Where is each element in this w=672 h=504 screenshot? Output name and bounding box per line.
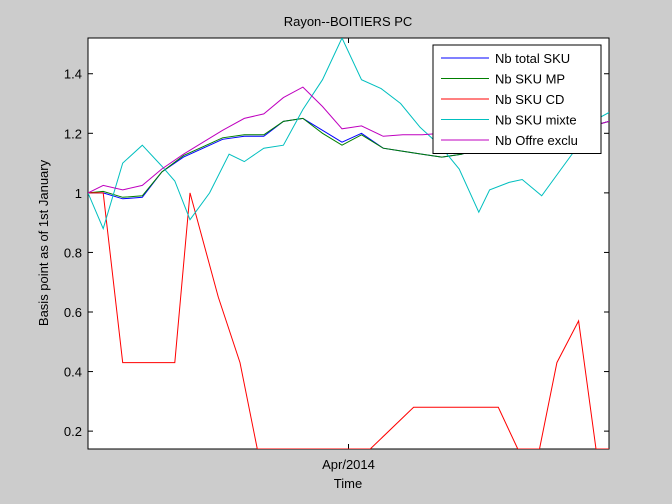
- x-axis: Apr/2014: [322, 38, 375, 472]
- legend-entry: Nb total SKU: [495, 51, 570, 66]
- series-line-nb-sku-cd: [88, 192, 609, 449]
- y-tick-label: 1.2: [64, 126, 82, 141]
- legend-entry: Nb Offre exclu: [495, 133, 578, 148]
- y-tick-label: 1: [75, 186, 82, 201]
- x-axis-label: Time: [334, 476, 362, 491]
- y-tick-label: 0.4: [64, 365, 82, 380]
- legend: Nb total SKU Nb SKU MP Nb SKU CD Nb SKU mix…: [432, 44, 602, 154]
- y-tick-label: 0.8: [64, 245, 82, 260]
- legend-entry: Nb SKU mixte: [495, 113, 577, 128]
- y-tick-label: 0.2: [64, 424, 82, 439]
- x-tick-label: Apr/2014: [322, 457, 375, 472]
- series-line-nb-sku-mixte: [88, 38, 609, 231]
- y-tick-label: 1.4: [64, 67, 82, 82]
- legend-entry: Nb SKU CD: [495, 92, 564, 107]
- y-tick-label: 0.6: [64, 305, 82, 320]
- y-axis-label: Basis point as of 1st January: [36, 159, 51, 326]
- chart-title: Rayon--BOITIERS PC: [284, 14, 413, 29]
- y-axis: 0.2 0.4 0.6 0.8 1 1.2 1.4: [64, 67, 609, 439]
- legend-entry: Nb SKU MP: [495, 72, 565, 87]
